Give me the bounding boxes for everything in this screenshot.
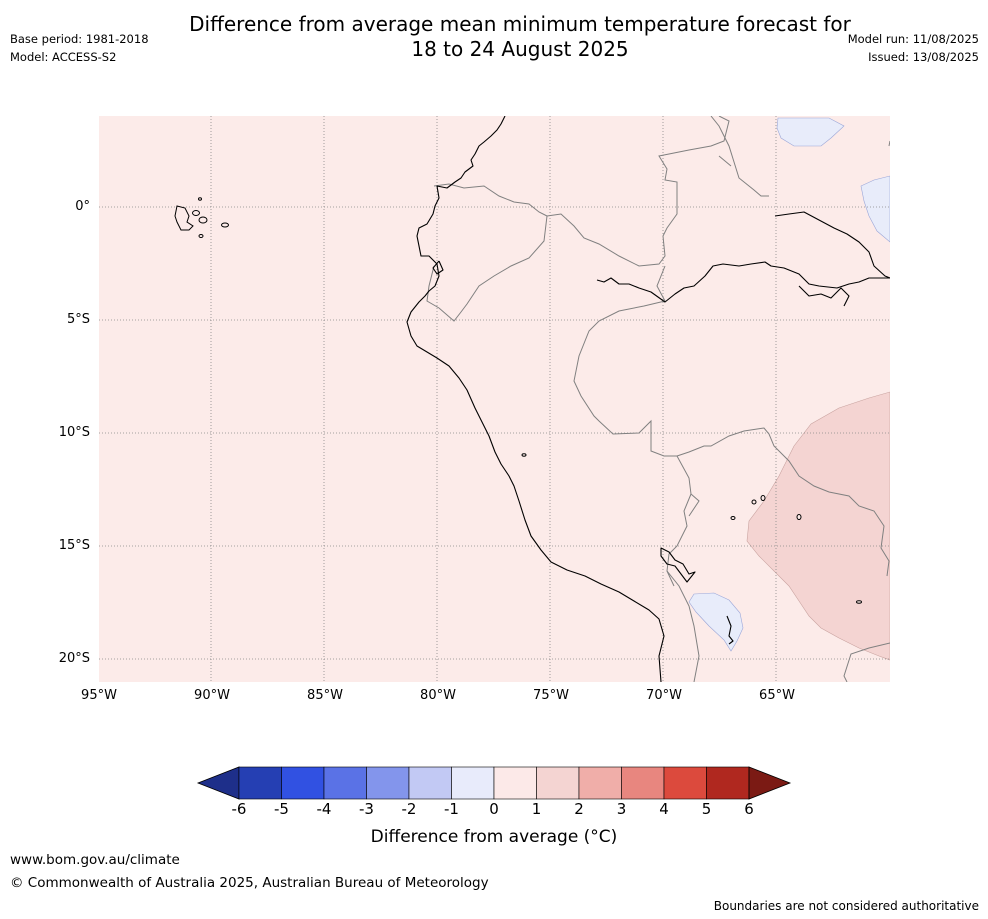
colorbar-tick-label: 1: [531, 800, 542, 818]
colorbar-segment: [451, 766, 495, 800]
colorbar-segment: [323, 766, 367, 800]
map: [99, 116, 890, 682]
colorbar-tick-label: -2: [401, 800, 417, 818]
colorbar-tick-label: 4: [659, 800, 669, 818]
colorbar-segment: [366, 766, 410, 800]
lat-label-15s: 15°S: [58, 538, 90, 553]
title-line-2: 18 to 24 August 2025: [411, 37, 629, 61]
colorbar-label: Difference from average (°C): [370, 827, 618, 847]
meta-right: Model run: 11/08/2025 Issued: 13/08/2025: [848, 30, 979, 66]
colorbar-segment: [493, 766, 537, 800]
meta-left: Base period: 1981-2018 Model: ACCESS-S2: [10, 30, 149, 66]
title-line-1: Difference from average mean minimum tem…: [189, 12, 851, 36]
galapagos-islands: [174, 197, 229, 238]
colorbar-tick-label: 0: [489, 800, 499, 818]
coastlines: [406, 116, 890, 682]
lon-label-85w: 85°W: [307, 688, 343, 703]
lon-label-95w: 95°W: [81, 688, 117, 703]
website-link[interactable]: www.bom.gov.au/climate: [10, 852, 180, 868]
lon-label-90w: 90°W: [194, 688, 230, 703]
model-run: Model run: 11/08/2025: [847, 32, 979, 46]
model-name: Model: ACCESS-S2: [10, 50, 117, 64]
base-period: Base period: 1981-2018: [10, 32, 149, 46]
lat-label-20s: 20°S: [58, 651, 90, 666]
colorbar-tick-label: -3: [359, 800, 374, 818]
map-background: [99, 116, 890, 682]
lon-label-75w: 75°W: [533, 688, 569, 703]
lon-label-65w: 65°W: [759, 688, 795, 703]
copyright-text: © Commonwealth of Australia 2025, Austra…: [10, 875, 489, 891]
country-borders: [426, 116, 890, 682]
colorbar-segment: [663, 766, 707, 800]
lat-label-10s: 10°S: [58, 425, 90, 440]
page-title: Difference from average mean minimum tem…: [0, 12, 988, 62]
lon-label-70w: 70°W: [646, 688, 682, 703]
colorbar: [196, 766, 792, 800]
colorbar-tick-label: -6: [231, 800, 247, 818]
colorbar-tick-label: 3: [616, 800, 627, 818]
issued-date: Issued: 13/08/2025: [868, 50, 979, 64]
colorbar-tick-label: 6: [744, 800, 754, 818]
disclaimer-text: Boundaries are not considered authoritat…: [713, 899, 979, 913]
colorbar-tick-label: 5: [701, 800, 712, 818]
colorbar-tick-label: -1: [444, 800, 459, 818]
lat-label-5s: 5°S: [66, 312, 90, 327]
colorbar-tick-label: -4: [316, 800, 332, 818]
colorbar-arrow-low: [196, 766, 240, 800]
colorbar-segment: [238, 766, 282, 800]
colorbar-tick-label: -5: [274, 800, 289, 818]
colorbar-segment: [706, 766, 750, 800]
lat-label-0: 0°: [75, 199, 90, 214]
lon-label-80w: 80°W: [420, 688, 456, 703]
small-lakes: [521, 453, 862, 604]
cool-anomaly-east: [860, 175, 890, 243]
colorbar-segment: [578, 766, 622, 800]
colorbar-segment: [408, 766, 452, 800]
colorbar-segment: [281, 766, 325, 800]
colorbar-tick-label: 2: [574, 800, 584, 818]
colorbar-arrow-high: [748, 766, 792, 800]
colorbar-segment: [621, 766, 665, 800]
cool-anomaly-north: [776, 117, 845, 147]
colorbar-segment: [536, 766, 580, 800]
gridlines: [99, 116, 890, 682]
warm-anomaly-region: [746, 391, 890, 661]
